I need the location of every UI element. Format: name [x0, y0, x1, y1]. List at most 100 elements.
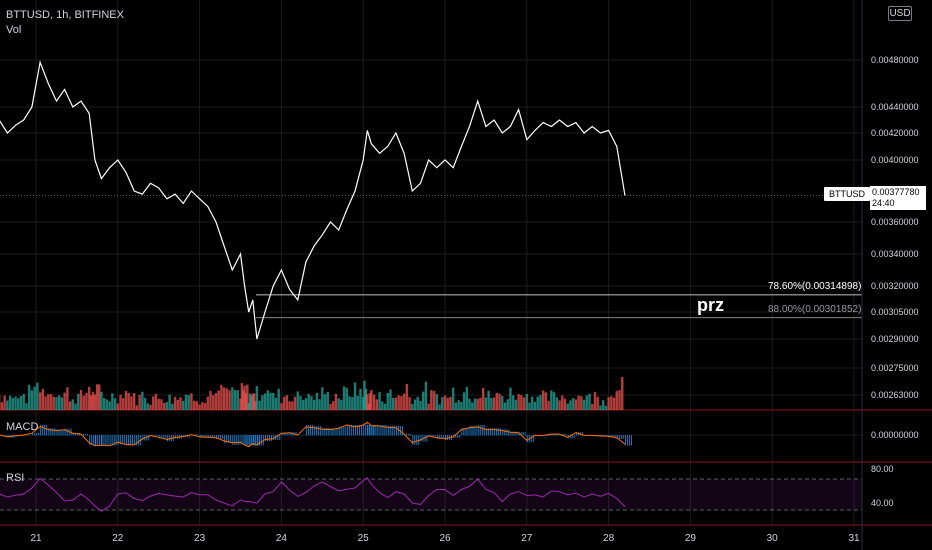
volume-bar — [11, 398, 15, 410]
rsi-layer — [0, 477, 862, 512]
macd-histogram-bar — [522, 432, 524, 436]
macd-histogram-bar — [624, 435, 626, 446]
macd-histogram-bar — [240, 435, 242, 445]
macd-histogram-bar — [457, 435, 459, 438]
volume-bar — [318, 399, 321, 410]
macd-histogram-bar — [512, 431, 514, 436]
macd-histogram-bar — [569, 435, 571, 439]
volume-bar — [82, 395, 85, 410]
macd-histogram-bar — [203, 435, 205, 438]
volume-bar — [479, 397, 482, 410]
macd-histogram-bar — [324, 427, 326, 436]
prz-annotation[interactable]: prz — [697, 295, 724, 315]
volume-bar — [124, 390, 128, 410]
macd-histogram-bar — [551, 433, 553, 436]
macd-histogram-bar — [571, 435, 573, 439]
macd-histogram-bar — [373, 425, 375, 436]
volume-bar — [165, 402, 169, 410]
x-tick-label: 21 — [30, 533, 42, 544]
macd-histogram-bar — [154, 435, 156, 437]
macd-histogram-bar — [365, 425, 367, 436]
rsi-band — [0, 479, 862, 510]
volume-bar — [214, 393, 218, 410]
macd-histogram-bar — [330, 428, 332, 436]
volume-bar — [378, 392, 381, 410]
grid-layer — [0, 0, 932, 526]
volume-bar — [555, 397, 558, 410]
volume-legend[interactable]: Vol — [6, 24, 22, 36]
macd-histogram-bar — [33, 432, 35, 436]
macd-histogram-bar — [115, 435, 117, 446]
volume-bar — [591, 404, 594, 410]
volume-bar — [509, 387, 512, 410]
volume-bar — [243, 385, 246, 410]
macd-histogram-bar — [234, 435, 236, 445]
volume-bar — [143, 397, 147, 410]
volume-bar — [332, 401, 335, 410]
volume-bar — [233, 390, 237, 410]
macd-histogram-bar — [489, 428, 491, 436]
macd-histogram-bar — [219, 435, 221, 439]
macd-histogram-bar — [391, 425, 393, 436]
macd-histogram-bar — [357, 425, 359, 436]
macd-histogram-bar — [136, 435, 138, 446]
price-series-line — [0, 60, 626, 340]
macd-histogram-bar — [256, 435, 258, 446]
volume-bar — [231, 387, 234, 410]
x-tick-label: 31 — [848, 533, 860, 544]
macd-histogram-bar — [436, 435, 438, 439]
volume-bar — [582, 399, 586, 410]
volume-bar — [190, 393, 193, 410]
volume-bar — [135, 405, 139, 410]
macd-histogram-bar — [375, 425, 377, 436]
macd-histogram-bar — [311, 425, 313, 436]
macd-histogram-bar — [201, 435, 203, 438]
volume-bar — [457, 400, 460, 410]
macd-histogram-bar — [228, 435, 230, 443]
macd-histogram-bar — [158, 435, 160, 439]
macd-histogram-bar — [56, 429, 58, 436]
volume-bar — [41, 388, 45, 410]
macd-histogram-bar — [461, 428, 463, 436]
macd-histogram-bar — [40, 425, 42, 436]
macd-histogram-bar — [389, 425, 391, 436]
macd-histogram-bar — [416, 435, 418, 445]
volume-bar — [203, 403, 207, 410]
macd-histogram-bar — [471, 426, 473, 436]
macd-histogram-bar — [265, 435, 267, 442]
macd-histogram-bar — [131, 435, 133, 446]
volume-bar — [91, 391, 95, 410]
volume-bar — [471, 402, 474, 410]
macd-legend[interactable]: MACD — [6, 421, 39, 433]
volume-bar — [277, 388, 280, 410]
volume-bar — [244, 393, 248, 410]
macd-histogram-bar — [520, 432, 522, 436]
macd-histogram-bar — [221, 435, 223, 439]
volume-bar — [394, 397, 398, 410]
volume-bar — [236, 390, 239, 410]
macd-histogram-bar — [175, 435, 177, 439]
macd-histogram-bar — [236, 435, 238, 445]
macd-histogram-bar — [434, 435, 436, 437]
volume-bar — [206, 396, 209, 410]
macd-histogram-bar — [160, 435, 162, 439]
volume-bar — [370, 390, 373, 410]
macd-histogram-bar — [355, 425, 357, 436]
volume-bar — [248, 393, 252, 410]
macd-histogram-bar — [252, 435, 254, 446]
volume-bar — [342, 386, 346, 410]
volume-bar — [38, 392, 42, 410]
volume-bar — [539, 394, 542, 410]
fib-level-label: 78.60%(0.00314898) — [768, 280, 862, 292]
volume-bar — [585, 395, 588, 410]
macd-histogram-bar — [187, 435, 189, 438]
currency-badge[interactable]: USD — [888, 6, 912, 21]
macd-histogram-bar — [285, 432, 287, 436]
macd-histogram-bar — [500, 428, 502, 436]
macd-histogram-bar — [479, 425, 481, 436]
chart-title[interactable]: BTTUSD, 1h, BITFINEX — [6, 9, 124, 21]
volume-bar — [66, 387, 69, 410]
volume-bar — [27, 384, 31, 410]
rsi-legend[interactable]: RSI — [6, 472, 25, 484]
volume-bar — [179, 397, 182, 410]
